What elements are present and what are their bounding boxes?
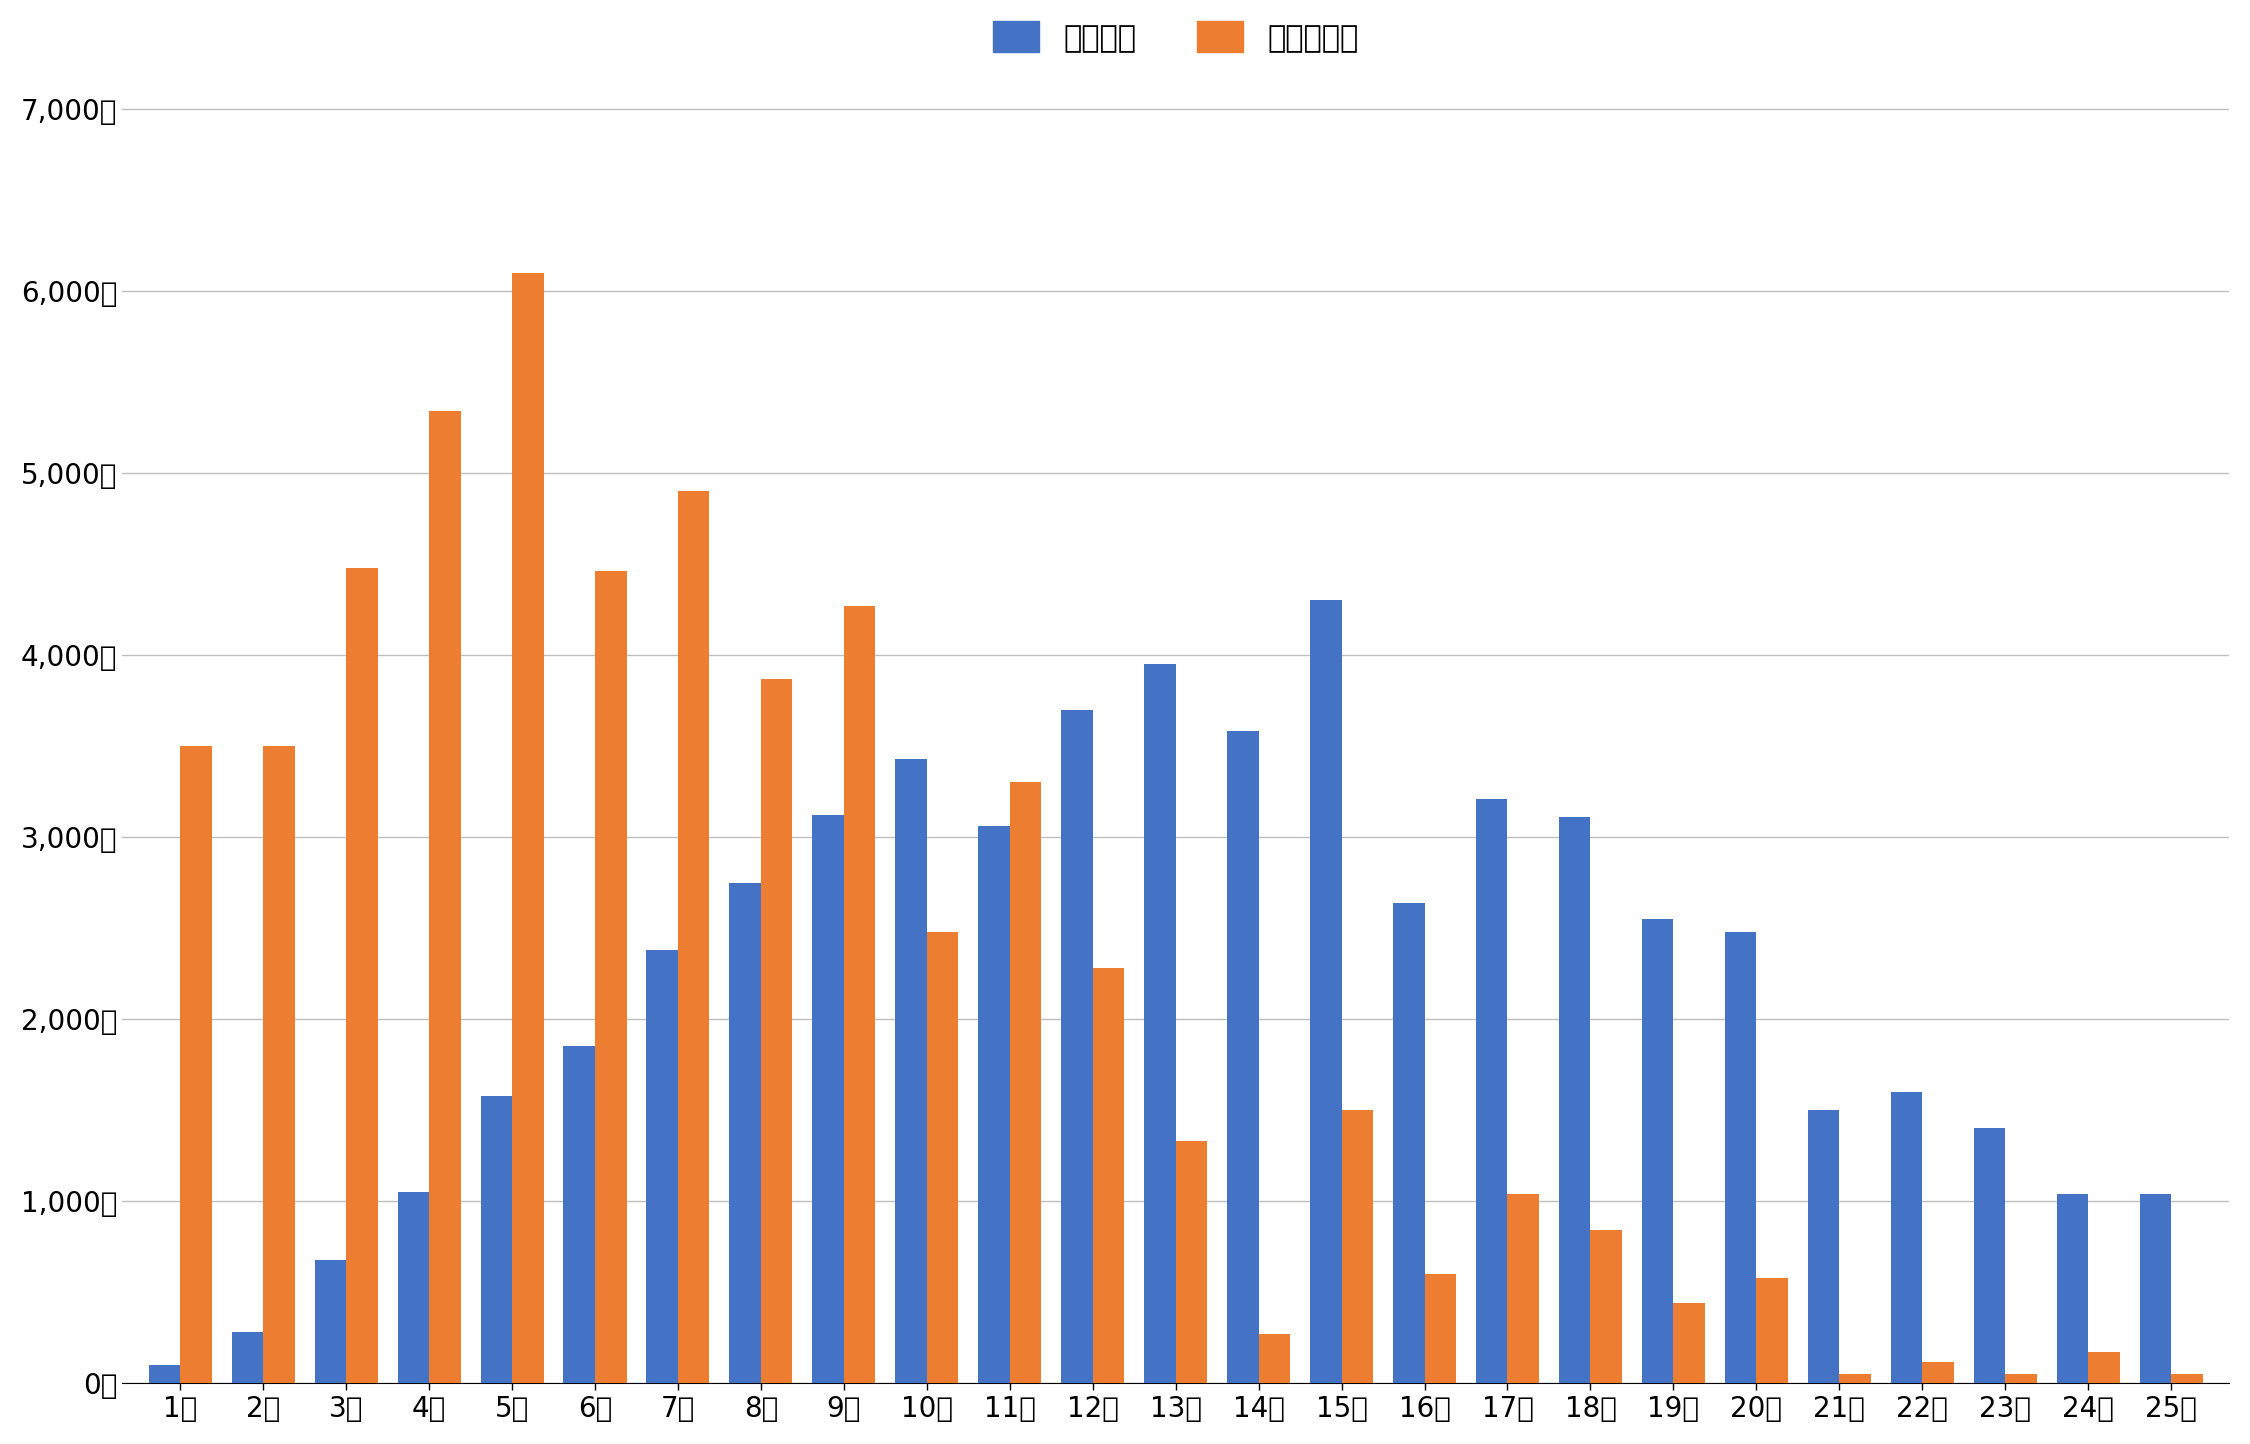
Bar [180, 747, 212, 1383]
Bar [729, 882, 760, 1383]
Bar [2140, 1194, 2171, 1383]
Bar [1010, 783, 1042, 1383]
Legend: 戸建住宅, マンション: 戸建住宅, マンション [981, 9, 1370, 65]
Bar [844, 606, 875, 1383]
Bar [594, 572, 626, 1383]
Bar [148, 1365, 180, 1383]
Bar [315, 1259, 346, 1383]
Bar [263, 747, 295, 1383]
Bar [1807, 1110, 1838, 1383]
Bar [1922, 1362, 1953, 1383]
Bar [482, 1096, 513, 1383]
Bar [232, 1333, 263, 1383]
Bar [979, 826, 1010, 1383]
Bar [677, 491, 709, 1383]
Bar [2005, 1375, 2036, 1383]
Bar [1062, 709, 1094, 1383]
Bar [1890, 1092, 1922, 1383]
Bar [1591, 1230, 1622, 1383]
Bar [2056, 1194, 2088, 1383]
Bar [346, 567, 378, 1383]
Bar [1508, 1194, 1539, 1383]
Bar [646, 950, 677, 1383]
Bar [1424, 1274, 1456, 1383]
Bar [812, 816, 844, 1383]
Bar [2088, 1353, 2120, 1383]
Bar [1476, 799, 1508, 1383]
Bar [1145, 664, 1177, 1383]
Bar [1674, 1304, 1706, 1383]
Bar [1838, 1375, 1870, 1383]
Bar [1310, 601, 1341, 1383]
Bar [1726, 931, 1757, 1383]
Bar [1177, 1141, 1208, 1383]
Bar [1642, 918, 1674, 1383]
Bar [398, 1193, 430, 1383]
Bar [896, 758, 927, 1383]
Bar [1094, 967, 1125, 1383]
Bar [562, 1047, 594, 1383]
Bar [760, 679, 792, 1383]
Bar [2171, 1375, 2203, 1383]
Bar [513, 273, 544, 1383]
Bar [1757, 1278, 1789, 1383]
Bar [1973, 1128, 2005, 1383]
Bar [927, 931, 958, 1383]
Bar [1393, 902, 1424, 1383]
Bar [1258, 1334, 1289, 1383]
Bar [430, 412, 461, 1383]
Bar [1226, 732, 1258, 1383]
Bar [1341, 1110, 1372, 1383]
Bar [1559, 817, 1591, 1383]
